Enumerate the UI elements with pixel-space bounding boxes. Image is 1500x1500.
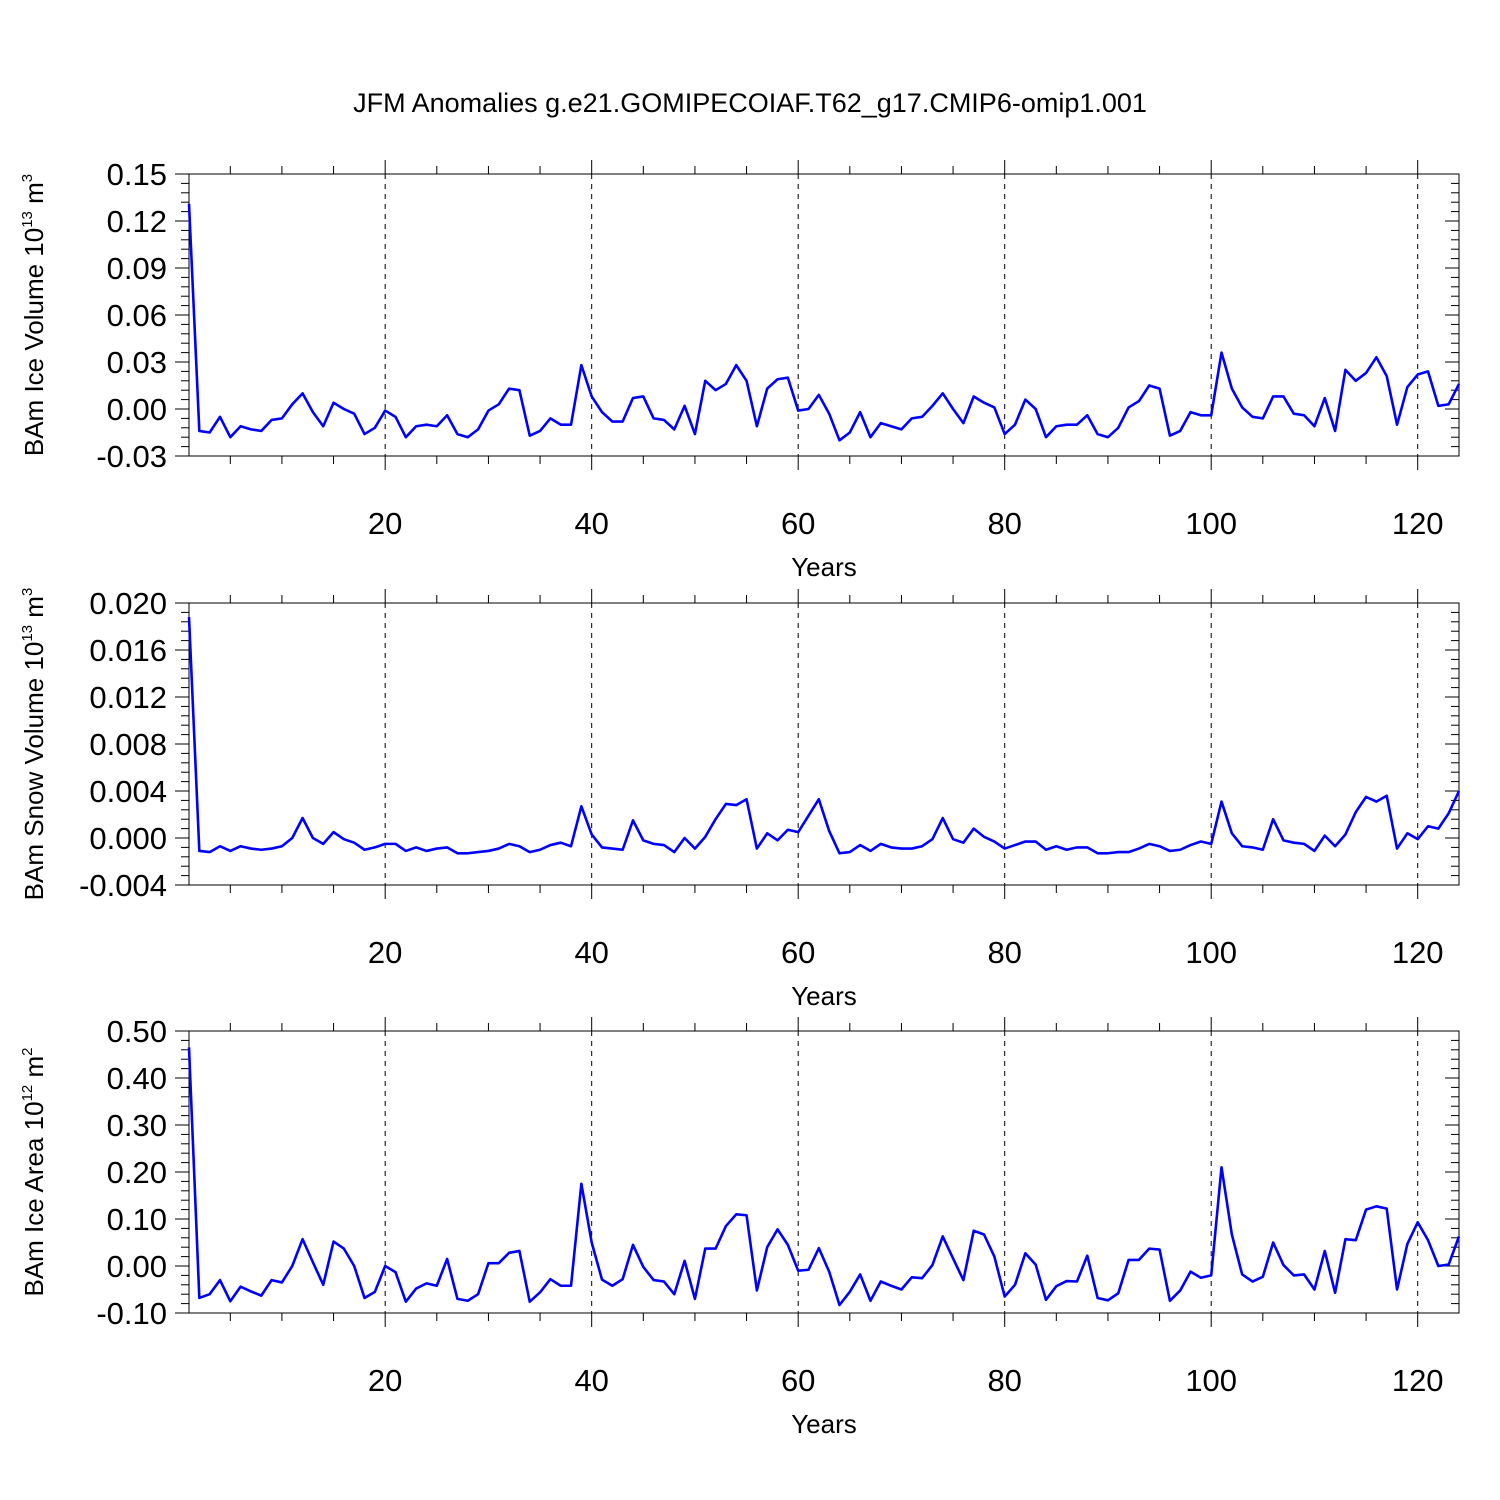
ice-area-ytick-label: 0.10 bbox=[107, 1202, 167, 1237]
snow-volume-ytick-label: 0.020 bbox=[89, 586, 167, 621]
ice-volume-xtick-label: 60 bbox=[781, 506, 815, 541]
ice-volume-xtick-label: 120 bbox=[1392, 506, 1444, 541]
ice-area-series-line bbox=[187, 1047, 1461, 1307]
ice-volume-xtick-label: 80 bbox=[987, 506, 1021, 541]
snow-volume-x-axis-label: Years bbox=[791, 981, 857, 1011]
ice-area-y-axis-label: BAm Ice Area 1012 m2 bbox=[19, 1047, 49, 1296]
snow-volume-xtick-label: 20 bbox=[368, 935, 402, 970]
ice-area-xtick-label: 60 bbox=[781, 1363, 815, 1398]
ice-volume-panel: 20 40 60 80 100 120 Years -0.03 0.00 0.03 0.06 0.09… bbox=[19, 157, 1461, 582]
ice-area-ytick-label: 0.20 bbox=[107, 1155, 167, 1190]
snow-volume-xtick-label: 40 bbox=[574, 935, 608, 970]
ice-volume-xtick-label: 20 bbox=[368, 506, 402, 541]
snow-volume-xtick-label: 120 bbox=[1392, 935, 1444, 970]
ice-area-ytick-label: 0.00 bbox=[107, 1249, 167, 1284]
snow-volume-plot-frame bbox=[188, 602, 1460, 886]
ice-volume-series-line bbox=[187, 203, 1461, 442]
snow-volume-ytick-label: 0.004 bbox=[89, 774, 167, 809]
ice-area-ytick-label: 0.40 bbox=[107, 1061, 167, 1096]
ice-area-xtick-label: 120 bbox=[1392, 1363, 1444, 1398]
ice-area-plot-frame bbox=[188, 1030, 1460, 1314]
snow-volume-panel: 20 40 60 80 100 120 Years -0.004 0.000 0.004 0.008… bbox=[19, 586, 1461, 1011]
ice-volume-ytick-label: 0.09 bbox=[107, 251, 167, 286]
snow-volume-xtick-label: 60 bbox=[781, 935, 815, 970]
snow-volume-xtick-label: 100 bbox=[1185, 935, 1237, 970]
ice-volume-ytick-label: -0.03 bbox=[96, 439, 167, 474]
ice-volume-xtick-label: 100 bbox=[1185, 506, 1237, 541]
ice-volume-y-axis-label: BAm Ice Volume 1013 m3 bbox=[19, 174, 49, 456]
ice-volume-ytick-label: 0.06 bbox=[107, 298, 167, 333]
ice-volume-ytick-label: 0.15 bbox=[107, 157, 167, 192]
ice-area-panel: 20 40 60 80 100 120 Years -0.10 0.00 0.10 0.20 0.30… bbox=[19, 1014, 1461, 1439]
snow-volume-ytick-label: 0.012 bbox=[89, 680, 167, 715]
ice-area-xtick-label: 100 bbox=[1185, 1363, 1237, 1398]
ice-volume-ytick-label: 0.00 bbox=[107, 392, 167, 427]
ice-volume-x-axis-label: Years bbox=[791, 552, 857, 582]
ice-volume-plot-frame bbox=[188, 173, 1460, 457]
ice-area-ytick-label: 0.30 bbox=[107, 1108, 167, 1143]
snow-volume-ytick-label: 0.000 bbox=[89, 821, 167, 856]
snow-volume-y-axis-label: BAm Snow Volume 1013 m3 bbox=[19, 588, 49, 901]
ice-area-xtick-label: 20 bbox=[368, 1363, 402, 1398]
snow-volume-ytick-label: 0.016 bbox=[89, 633, 167, 668]
ice-volume-ytick-label: 0.12 bbox=[107, 204, 167, 239]
ice-volume-ytick-label: 0.03 bbox=[107, 345, 167, 380]
ice-volume-xtick-label: 40 bbox=[574, 506, 608, 541]
ice-area-xtick-label: 40 bbox=[574, 1363, 608, 1398]
snow-volume-ytick-label: 0.008 bbox=[89, 727, 167, 762]
snow-volume-ytick-label: -0.004 bbox=[79, 868, 167, 903]
figure-title: JFM Anomalies g.e21.GOMIPECOIAF.T62_g17.… bbox=[353, 88, 1147, 118]
snow-volume-series-line bbox=[187, 617, 1461, 855]
ice-area-ytick-label: 0.50 bbox=[107, 1014, 167, 1049]
ice-area-ytick-label: -0.10 bbox=[96, 1296, 167, 1331]
snow-volume-xtick-label: 80 bbox=[987, 935, 1021, 970]
ice-area-x-axis-label: Years bbox=[791, 1409, 857, 1439]
ice-area-xtick-label: 80 bbox=[987, 1363, 1021, 1398]
